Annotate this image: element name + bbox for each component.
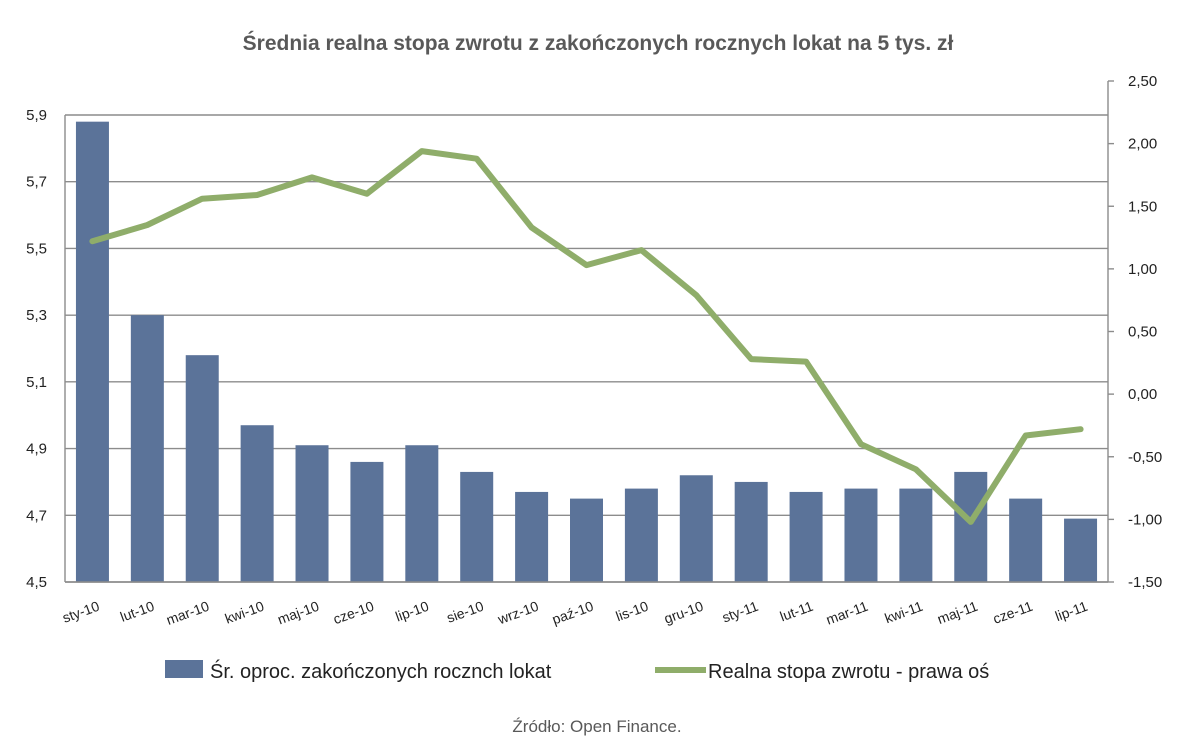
bar xyxy=(515,491,549,582)
bar xyxy=(460,471,494,582)
bar xyxy=(240,425,274,582)
bar xyxy=(130,315,164,582)
line-point xyxy=(968,519,974,525)
bar xyxy=(1009,498,1043,582)
y-right-tick-label: 1,50 xyxy=(1128,198,1157,215)
y-right-tick-label: 2,50 xyxy=(1128,73,1157,90)
bar-series xyxy=(75,121,1098,583)
x-axis: sty-10 lut-10 mar-10 kwi-10 maj-10 cze-10 lip-… xyxy=(60,598,1090,628)
bar xyxy=(844,488,878,582)
line-point xyxy=(913,466,919,472)
legend: Śr. oproc. zakończonych rocznch lokat Re… xyxy=(165,659,989,683)
y-axis-left: 4,5 4,7 4,9 5,1 5,3 5,5 5,7 5,9 xyxy=(26,107,47,591)
y-right-tick-label: 0,50 xyxy=(1128,324,1157,341)
y-left-tick-label: 5,3 xyxy=(26,307,47,324)
y-left-tick-label: 5,5 xyxy=(26,240,47,257)
y-right-tick-label: 0,00 xyxy=(1128,386,1157,403)
chart-title: Średnia realna stopa zwrotu z zakończony… xyxy=(243,31,954,55)
source-note: Źródło: Open Finance. xyxy=(512,717,681,736)
y-right-tick-label: -1,50 xyxy=(1128,574,1162,591)
line-point xyxy=(199,196,205,202)
x-tick-label: lip-11 xyxy=(1053,598,1090,624)
bar xyxy=(624,488,658,582)
legend-label-bars: Śr. oproc. zakończonych rocznch lokat xyxy=(210,659,552,683)
line-point xyxy=(638,247,644,253)
x-tick-label: kwi-10 xyxy=(223,598,267,627)
line-point xyxy=(474,156,480,162)
bar xyxy=(570,498,603,582)
x-tick-label: mar-11 xyxy=(824,598,870,628)
line-point xyxy=(858,441,864,447)
gridlines xyxy=(65,114,1108,583)
bar xyxy=(350,461,384,582)
line-series xyxy=(89,148,1084,525)
x-tick-label: maj-11 xyxy=(935,598,980,627)
line-point xyxy=(1078,426,1084,432)
y-axis-right: -1,50 -1,00 -0,50 0,00 0,50 1,00 1,50 2,00 2,50 xyxy=(1108,73,1162,591)
line-point xyxy=(584,262,589,268)
line-point xyxy=(144,222,150,228)
line-point xyxy=(89,238,95,244)
x-tick-label: sty-10 xyxy=(60,598,101,626)
line-point xyxy=(419,148,425,154)
x-tick-label: cze-10 xyxy=(331,598,376,627)
x-tick-label: maj-10 xyxy=(275,598,321,628)
y-right-tick-label: 2,00 xyxy=(1128,136,1157,153)
y-left-tick-label: 5,1 xyxy=(26,374,47,391)
bar xyxy=(679,475,713,582)
x-tick-label: kwi-11 xyxy=(882,598,925,627)
y-left-tick-label: 5,9 xyxy=(26,107,47,124)
bar xyxy=(1064,518,1098,582)
y-left-tick-label: 4,5 xyxy=(26,574,47,591)
x-tick-label: mar-10 xyxy=(164,598,211,628)
x-tick-label: wrz-10 xyxy=(495,598,541,628)
bar xyxy=(185,355,219,582)
line-point xyxy=(529,225,535,231)
x-tick-label: lip-10 xyxy=(393,598,431,625)
line-point xyxy=(803,359,809,365)
bar xyxy=(789,491,823,582)
bar xyxy=(75,121,109,583)
legend-swatch-bars xyxy=(165,660,203,678)
line-point xyxy=(693,292,699,298)
series-line xyxy=(89,148,1084,525)
x-tick-label: cze-11 xyxy=(991,598,1035,627)
bar xyxy=(899,488,933,582)
bar xyxy=(295,445,329,582)
x-tick-label: sty-11 xyxy=(720,598,761,626)
bar xyxy=(954,471,988,582)
line-point xyxy=(1023,432,1029,438)
x-tick-label: sie-10 xyxy=(444,598,486,626)
bar xyxy=(405,445,439,582)
x-tick-label: paź-10 xyxy=(550,598,596,628)
y-left-tick-label: 5,7 xyxy=(26,174,47,191)
x-tick-label: lis-10 xyxy=(613,598,650,625)
line-point xyxy=(748,356,754,362)
x-tick-label: gru-10 xyxy=(662,598,706,627)
line-point xyxy=(254,192,260,198)
line-point xyxy=(309,174,315,180)
y-right-tick-label: -1,00 xyxy=(1128,511,1162,528)
legend-label-line: Realna stopa zwrotu - prawa oś xyxy=(708,661,989,683)
y-right-tick-label: -0,50 xyxy=(1128,449,1162,466)
y-left-tick-label: 4,9 xyxy=(26,441,47,458)
y-left-tick-label: 4,7 xyxy=(26,507,47,524)
x-tick-label: lut-10 xyxy=(118,598,157,625)
line-point xyxy=(364,191,370,197)
bar xyxy=(734,481,768,582)
x-tick-label: lut-11 xyxy=(778,598,816,625)
y-right-tick-label: 1,00 xyxy=(1128,261,1157,278)
